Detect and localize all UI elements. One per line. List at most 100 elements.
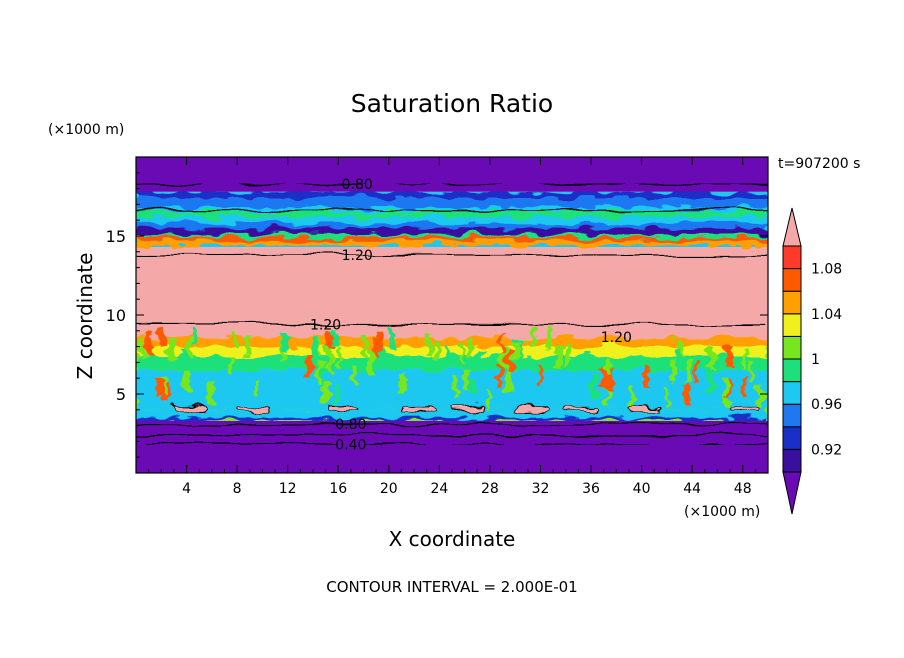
field-plume <box>606 368 613 390</box>
field-blob-0 <box>173 405 207 412</box>
colorbar-swatch <box>782 290 802 315</box>
field-plume <box>305 356 313 378</box>
field-plume <box>372 338 380 359</box>
field-plume <box>683 383 691 405</box>
contour-label: 0.80 <box>335 417 366 433</box>
contour-label: 1.20 <box>310 317 341 333</box>
field-plume <box>245 333 251 355</box>
colorbar: 0.92 0.96 1 1.04 1.08 <box>782 207 842 515</box>
field-plume <box>367 355 374 377</box>
field-strip-g <box>136 240 768 246</box>
colorbar-swatch <box>782 426 802 450</box>
colorbar-swatch <box>782 313 802 337</box>
field-plume <box>337 348 341 370</box>
field-plume <box>743 349 748 370</box>
field-strip-d <box>136 210 768 218</box>
field-plume <box>564 344 571 365</box>
field-band-0 <box>136 420 768 473</box>
contour-labels: 0.80 1.20 1.20 1.20 0.80 0.40 <box>310 177 632 454</box>
field-plume <box>232 329 237 350</box>
colorbar-upper-extend <box>782 207 802 247</box>
field-strip-o <box>136 417 768 421</box>
field-plume <box>321 368 325 389</box>
colorbar-swatch <box>782 358 802 383</box>
colorbar-label: 1.04 <box>811 307 842 323</box>
field-plume <box>378 347 386 368</box>
field-plume <box>446 345 450 366</box>
field-plume <box>469 374 477 396</box>
colorbar-swatch <box>782 335 802 360</box>
field-strip-a <box>136 228 768 236</box>
field-plume <box>186 339 193 360</box>
field-plume <box>162 375 168 397</box>
y-unit-label: (×1000 m) <box>48 122 124 138</box>
field-blob-3 <box>400 405 434 412</box>
field-plume <box>426 333 433 355</box>
colorbar-swatch <box>782 448 802 473</box>
field-strip-m <box>136 370 768 410</box>
colorbar-swatch <box>782 381 802 405</box>
field-plume <box>192 324 197 346</box>
field-plume <box>146 335 154 357</box>
field-blob-2 <box>325 405 358 412</box>
x-tick-label: 32 <box>532 481 550 497</box>
field-plume <box>500 335 504 356</box>
colorbar-label: 1 <box>811 352 820 368</box>
field-strip-j <box>136 337 768 347</box>
field-plume <box>605 387 611 408</box>
field-blob-5 <box>514 405 548 412</box>
x-tick-label: 4 <box>182 481 191 497</box>
colorbar-label: 0.92 <box>811 442 842 458</box>
field-plume <box>729 347 734 368</box>
field-strip-k <box>136 346 768 357</box>
field-plume <box>256 377 260 399</box>
field-strip-i <box>136 234 768 237</box>
field-plume <box>453 374 458 396</box>
colorbar-label: 0.96 <box>811 397 842 413</box>
field-plume <box>708 347 715 369</box>
x-tick-label: 8 <box>233 481 242 497</box>
field-plume <box>230 355 235 376</box>
x-axis-label: X coordinate <box>389 527 516 551</box>
field-plume <box>334 384 339 406</box>
field-plume <box>399 374 407 395</box>
contour-lines <box>136 183 768 446</box>
field-blob-6 <box>565 405 598 412</box>
field-plume <box>725 346 731 367</box>
x-tick-label: 16 <box>329 481 347 497</box>
field-plume <box>530 327 535 348</box>
field-plume <box>582 350 589 371</box>
field-plume <box>742 376 747 398</box>
y-axis-ticks: 5 10 15 <box>106 172 768 458</box>
x-tick-label: 48 <box>734 481 752 497</box>
time-label: t=907200 s <box>778 156 860 172</box>
x-tick-label: 28 <box>481 481 499 497</box>
field-plume <box>501 347 507 368</box>
field-plume <box>467 338 473 360</box>
field-strip-h <box>136 236 768 241</box>
field-plume <box>477 349 485 371</box>
field-plume <box>600 365 606 387</box>
x-tick-label: 20 <box>380 481 398 497</box>
field-strip-n <box>136 409 768 420</box>
field-plume <box>486 388 490 409</box>
field-plume <box>591 376 598 397</box>
field-plume <box>460 343 465 365</box>
field-plume <box>555 345 563 367</box>
field-plume <box>183 348 188 369</box>
field-plume <box>505 372 513 393</box>
colorbar-lower-extend <box>782 471 802 515</box>
field-plume <box>207 384 214 405</box>
field-plume <box>184 368 193 390</box>
x-tick-label: 36 <box>582 481 600 497</box>
chart-title: Saturation Ratio <box>351 89 553 118</box>
plot-area: 0.80 1.20 1.20 1.20 0.80 0.40 <box>136 157 768 473</box>
field-plume <box>156 376 165 397</box>
x-unit-label: (×1000 m) <box>684 504 760 520</box>
field-blob-7 <box>628 405 662 412</box>
contour-label: 1.20 <box>342 248 373 264</box>
y-tick-label: 15 <box>106 227 126 246</box>
field-plume <box>325 346 333 368</box>
y-axis-label: Z coordinate <box>73 253 97 380</box>
